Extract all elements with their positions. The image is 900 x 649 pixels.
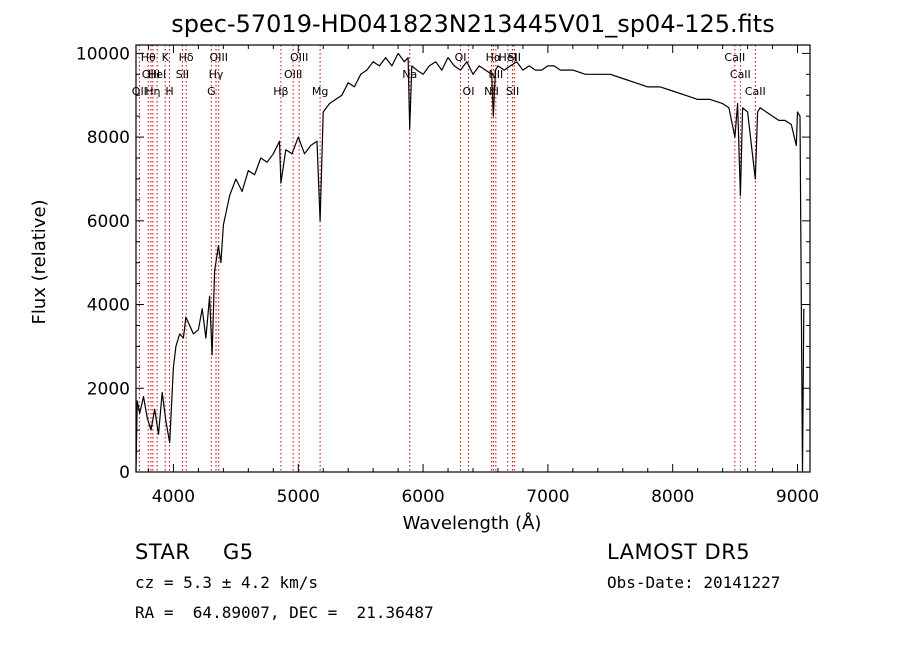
- x-tick-label: 7000: [526, 487, 569, 507]
- line-label: CaII: [724, 51, 745, 64]
- x-tick-label: 9000: [776, 487, 819, 507]
- survey-name: LAMOST DR5: [607, 540, 751, 564]
- line-label: SII: [508, 51, 521, 64]
- x-axis-label: Wavelength (Å): [403, 512, 542, 534]
- line-label: OIII: [284, 68, 302, 81]
- coordinates: RA = 64.89007, DEC = 21.36487: [135, 603, 434, 622]
- line-label: Hγ: [209, 68, 224, 81]
- y-tick-label: 6000: [87, 212, 130, 232]
- x-tick-label: 6000: [401, 487, 444, 507]
- line-label: CaII: [745, 85, 766, 98]
- x-tick-label: 4000: [152, 487, 195, 507]
- x-tick-label: 5000: [277, 487, 320, 507]
- line-label: NII: [484, 85, 499, 98]
- line-label: HeI: [148, 68, 166, 81]
- line-label: OIII: [210, 51, 228, 64]
- y-tick-label: 2000: [87, 379, 130, 399]
- line-label: Hη: [145, 85, 160, 98]
- line-label: OIII: [290, 51, 308, 64]
- y-axis-label: Flux (relative): [29, 199, 50, 324]
- line-label: CaII: [730, 68, 751, 81]
- line-label: Hδ: [179, 51, 194, 64]
- line-label: Hα: [486, 51, 502, 64]
- plot-frame: [135, 44, 811, 473]
- chart-title: spec-57019-HD041823N213445V01_sp04-125.f…: [171, 10, 774, 38]
- y-axis: 0 2000 4000 6000 8000 10000: [76, 44, 810, 483]
- object-subclass: G5: [223, 540, 254, 564]
- line-label: Hβ: [273, 85, 288, 98]
- line-label: H: [165, 85, 173, 98]
- redshift-velocity: cz = 5.3 ± 4.2 km/s: [135, 573, 319, 592]
- line-label: Hθ: [141, 51, 156, 64]
- y-tick-label: 0: [119, 463, 130, 483]
- line-label: OIII: [142, 68, 160, 81]
- object-class: STAR: [135, 540, 191, 564]
- y-tick-label: 10000: [76, 44, 130, 64]
- line-label: K: [162, 51, 170, 64]
- line-label: Mg: [312, 85, 328, 98]
- spectrum-line: [135, 52, 805, 473]
- line-label: OI: [455, 51, 467, 64]
- y-tick-label: 8000: [87, 128, 130, 148]
- observation-date: Obs-Date: 20141227: [607, 573, 781, 592]
- line-label: Na: [402, 68, 417, 81]
- line-label: SII: [176, 68, 189, 81]
- y-tick-label: 4000: [87, 296, 130, 316]
- line-label: NII: [488, 68, 503, 81]
- line-label: G: [207, 85, 216, 98]
- x-axis: 4000 5000 6000 7000 8000 9000: [147, 45, 819, 507]
- spectral-line-markers: [138, 45, 756, 472]
- line-label: OI: [463, 85, 475, 98]
- line-label: SII: [506, 85, 519, 98]
- x-tick-label: 8000: [651, 487, 694, 507]
- line-label: HeI: [499, 51, 517, 64]
